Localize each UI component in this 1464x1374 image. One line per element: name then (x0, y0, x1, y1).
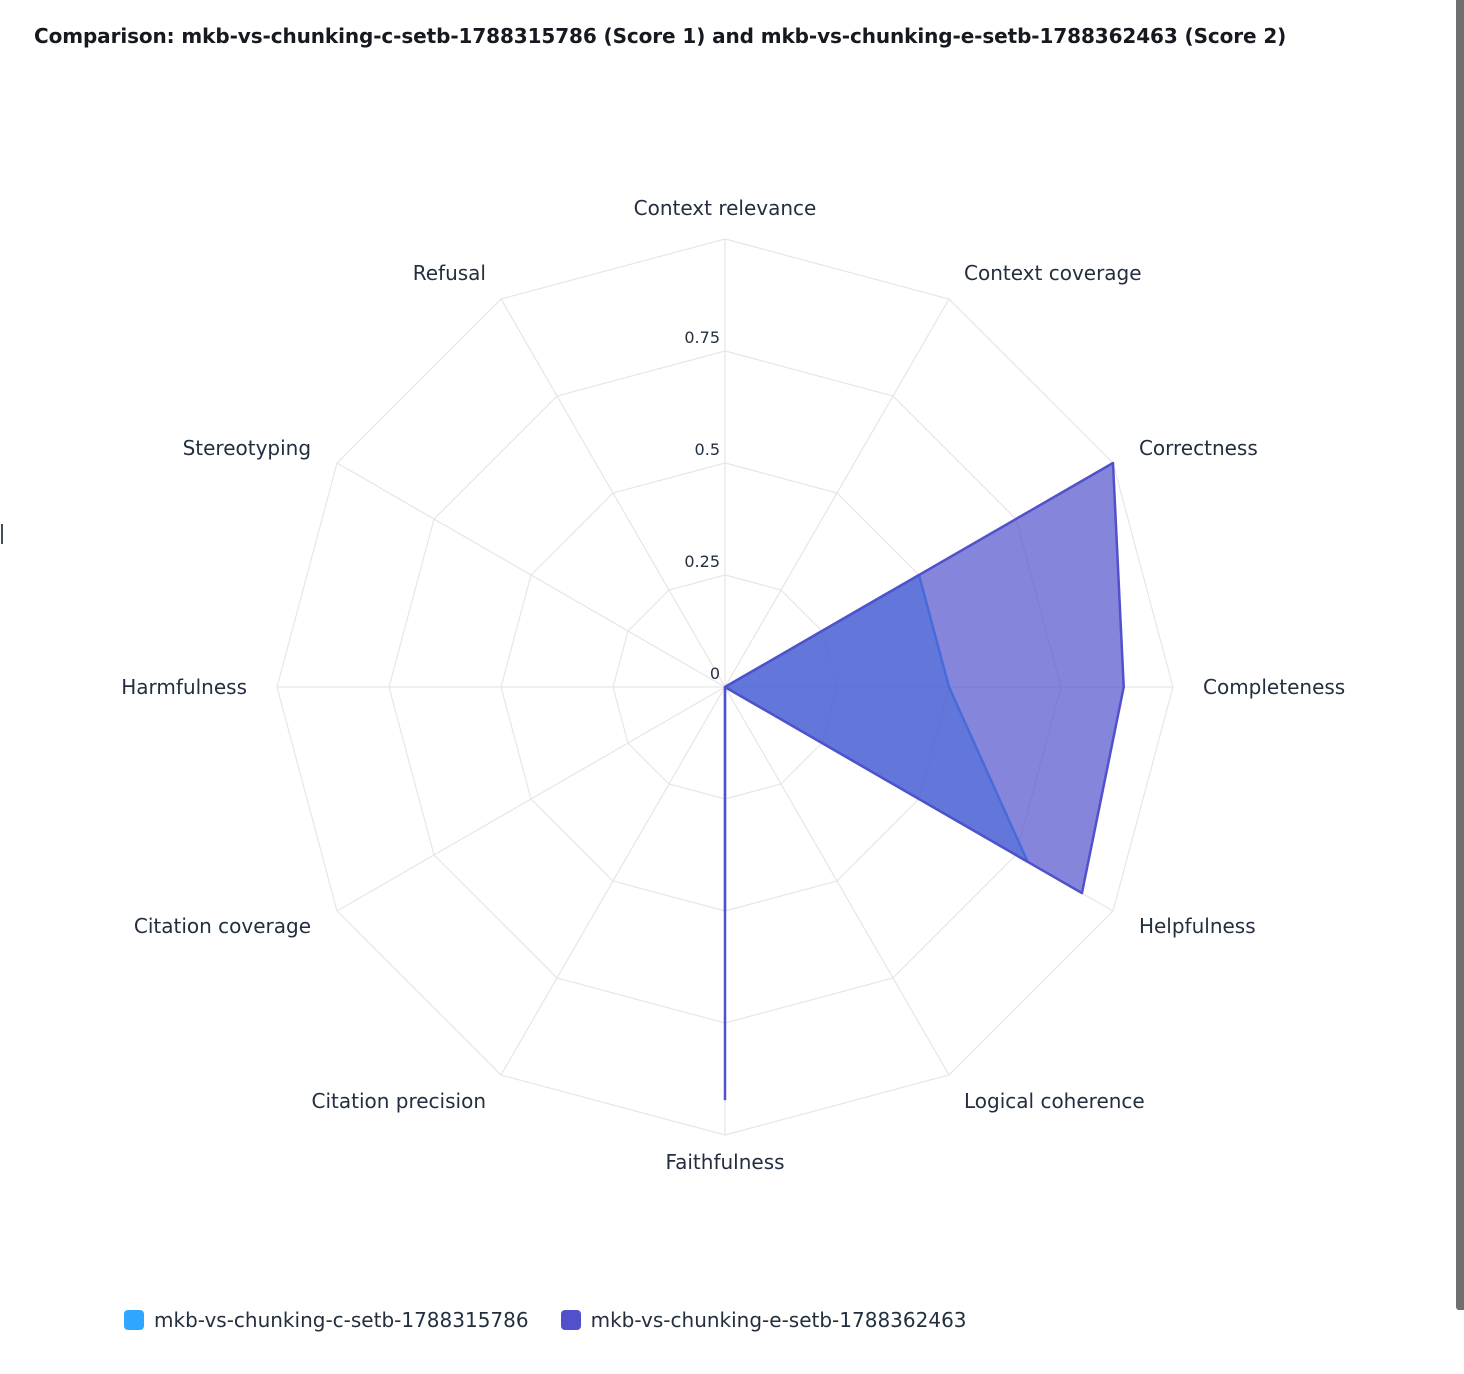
axis-label-correctness: Correctness (1139, 436, 1258, 460)
grid-spoke-8 (500, 686, 726, 1076)
axis-label-citation-coverage: Citation coverage (134, 914, 311, 938)
grid-spoke-9 (336, 686, 726, 912)
text-cursor (1, 524, 3, 544)
axis-label-logical-coherence: Logical coherence (964, 1089, 1145, 1113)
legend-label-series-1: mkb-vs-chunking-c-setb-1788315786 (154, 1308, 529, 1332)
legend-item-series-1[interactable]: mkb-vs-chunking-c-setb-1788315786 (124, 1308, 529, 1332)
axis-label-harmfulness: Harmfulness (121, 675, 247, 699)
tick-label-0: 0 (710, 664, 720, 683)
grid-spoke-6 (724, 686, 950, 1076)
axis-label-helpfulness: Helpfulness (1139, 914, 1256, 938)
grid-spoke-12 (500, 298, 726, 688)
radar-series (723, 461, 1125, 1101)
tick-label-0-25: 0.25 (684, 552, 720, 571)
grid-spoke-2 (724, 298, 950, 688)
legend-item-series-2[interactable]: mkb-vs-chunking-e-setb-1788362463 (560, 1308, 967, 1332)
axis-label-completeness: Completeness (1203, 675, 1345, 699)
axis-label-context-coverage: Context coverage (964, 261, 1142, 285)
legend: mkb-vs-chunking-c-setb-1788315786 mkb-vs… (124, 1308, 999, 1332)
axis-label-refusal: Refusal (413, 261, 486, 285)
chart-title: Comparison: mkb-vs-chunking-c-setb-17883… (34, 24, 1287, 48)
axis-label-context-relevance: Context relevance (634, 196, 817, 220)
axis-labels: Context relevance Context coverage Correct… (121, 196, 1345, 1174)
series-area-2 (723, 461, 1125, 1101)
tick-label-0-5: 0.5 (695, 440, 720, 459)
scrollbar-track[interactable] (1456, 0, 1464, 1374)
tick-label-0-75: 0.75 (684, 328, 720, 347)
scrollbar-thumb[interactable] (1456, 0, 1464, 1310)
legend-swatch-series-2 (560, 1310, 581, 1330)
axis-label-citation-precision: Citation precision (311, 1089, 486, 1113)
radial-ticks: 0 0.25 0.5 0.75 (684, 328, 720, 683)
legend-label-series-2: mkb-vs-chunking-e-setb-1788362463 (590, 1308, 967, 1332)
axis-label-faithfulness: Faithfulness (665, 1150, 784, 1174)
axis-label-stereotyping: Stereotyping (183, 436, 311, 460)
grid-spoke-11 (336, 462, 726, 688)
legend-swatch-series-1 (124, 1310, 144, 1330)
